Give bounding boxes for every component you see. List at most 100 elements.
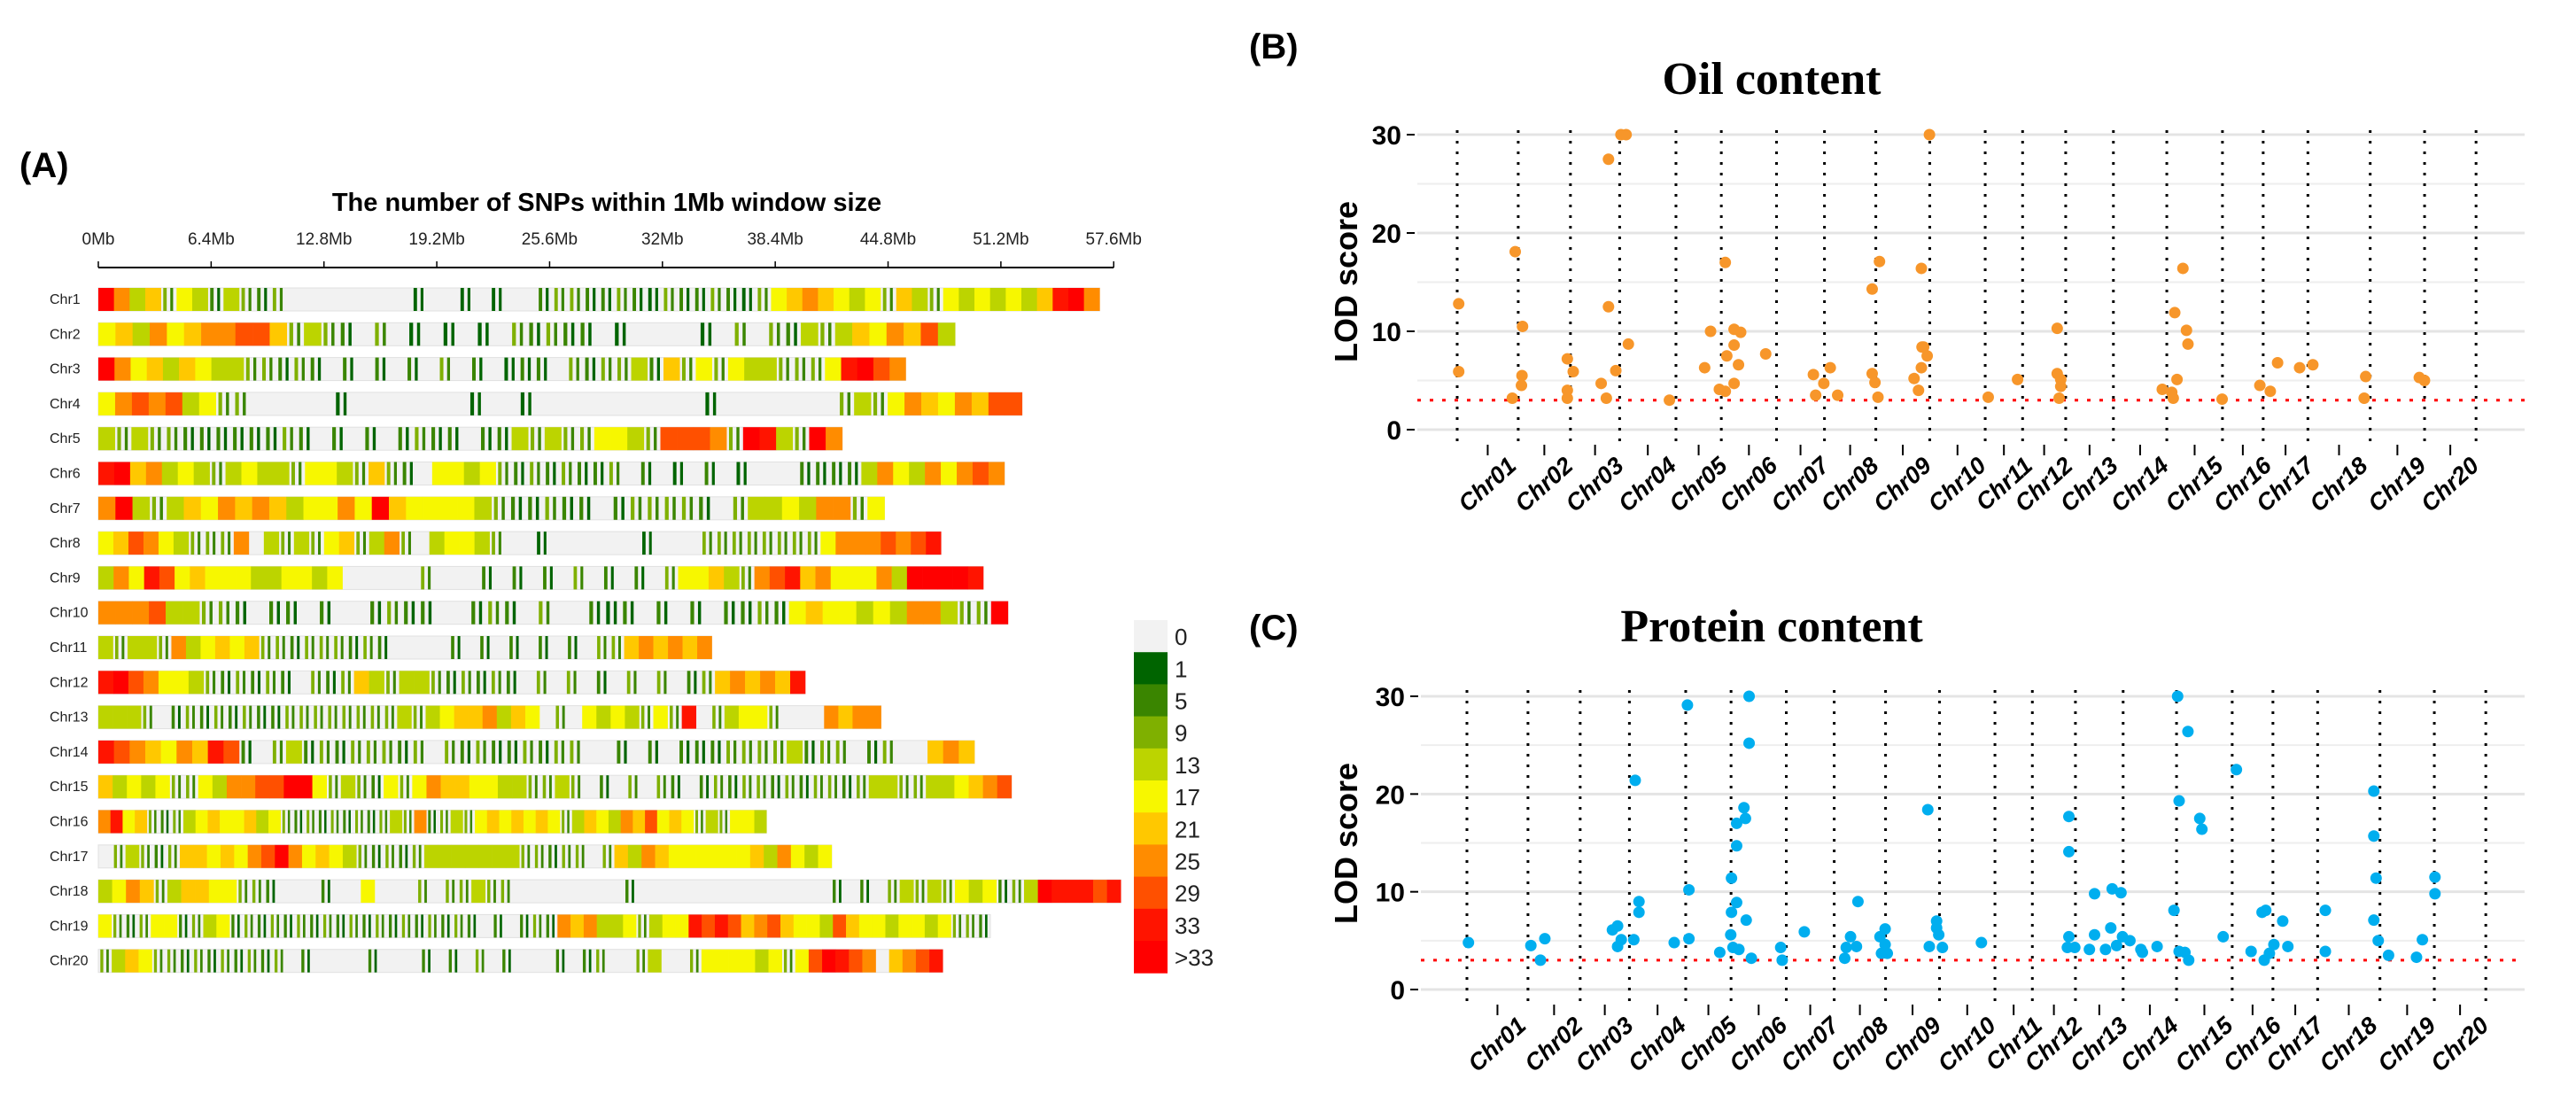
y-tick-label: 0: [1386, 416, 1401, 446]
qtl-point: [2196, 823, 2208, 835]
snp-density-bin: [159, 496, 163, 520]
snp-density-bin: [98, 740, 114, 764]
snp-density-bin: [482, 566, 485, 590]
x-tick-label: 19.2Mb: [408, 230, 464, 249]
snp-density-bin: [115, 496, 133, 520]
snp-density-bin: [362, 705, 366, 729]
snp-density-bin: [573, 566, 578, 590]
snp-density-bin: [1005, 880, 1007, 904]
snp-density-bin: [828, 322, 832, 346]
chromosome-rows: Chr1Chr2Chr3Chr4Chr5Chr6Chr7Chr8Chr9Chr1…: [50, 287, 1121, 974]
snp-density-bin: [620, 810, 633, 834]
snp-density-bin: [428, 810, 431, 834]
snp-density-bin: [544, 427, 562, 451]
snp-density-bin: [780, 914, 795, 938]
snp-density-bin: [586, 288, 590, 311]
snp-density-bin: [979, 914, 982, 938]
snp-density-bin: [769, 532, 772, 555]
snp-density-bin: [131, 392, 150, 415]
snp-density-bin: [434, 914, 437, 938]
qtl-point: [1698, 361, 1711, 374]
snp-density-bin: [539, 601, 543, 625]
chromosome-row-chr2: Chr2: [50, 322, 956, 346]
snp-density-bin: [376, 914, 379, 938]
snp-density-bin: [425, 705, 440, 729]
snp-density-bin: [534, 844, 539, 868]
snp-density-bin: [348, 636, 353, 659]
snp-density-bin: [183, 322, 202, 346]
snp-density-bin: [113, 671, 129, 695]
chromosome-label: Chr16: [50, 815, 89, 830]
legend-label: 9: [1175, 720, 1187, 747]
snp-density-bin: [263, 705, 267, 729]
chromosome-row-chr11: Chr11: [50, 635, 713, 660]
snp-density-bin: [959, 601, 964, 625]
chromosome-label: Chr1: [50, 292, 81, 307]
qtl-point: [2410, 951, 2423, 964]
snp-density-bin: [114, 357, 131, 381]
legend-label: 5: [1175, 688, 1187, 715]
qtl-point: [2231, 764, 2243, 776]
snp-density-bin: [167, 949, 171, 973]
snp-density-bin: [627, 844, 642, 868]
qtl-point: [2089, 888, 2101, 900]
snp-density-bin: [694, 671, 697, 695]
snp-density-bin: [867, 740, 871, 764]
snp-density-bin: [365, 427, 369, 451]
snp-density-bin: [100, 949, 104, 973]
snp-density-bin: [342, 914, 345, 938]
snp-density-bin: [702, 532, 706, 555]
snp-density-bin: [801, 322, 819, 346]
snp-density-bin: [235, 322, 253, 346]
snp-density-bin: [593, 288, 596, 311]
snp-density-bin: [767, 914, 781, 938]
snp-density-bin: [754, 532, 757, 555]
snp-density-bin: [804, 740, 809, 764]
snp-density-bin: [873, 601, 891, 625]
snp-density-bin: [158, 427, 161, 451]
snp-density-bin: [822, 601, 840, 625]
snp-density-bin: [177, 462, 194, 485]
snp-density-bin: [958, 740, 975, 764]
snp-density-bin: [877, 462, 894, 485]
snp-density-bin: [218, 601, 223, 625]
snp-density-bin: [741, 740, 746, 764]
snp-density-bin: [655, 844, 670, 868]
snp-density-bin: [322, 914, 327, 938]
snp-density-bin: [124, 427, 128, 451]
qtl-point: [2089, 928, 2101, 941]
snp-density-bin: [1083, 288, 1100, 311]
snp-density-bin: [788, 601, 806, 625]
snp-density-bin: [200, 636, 216, 659]
snp-density-bin: [570, 496, 573, 520]
snp-density-bin: [915, 880, 919, 904]
snp-density-bin: [211, 357, 229, 381]
snp-density-bin: [669, 705, 673, 729]
snp-density-bin: [291, 705, 295, 729]
snp-density-bin: [394, 914, 398, 938]
snp-density-bin: [603, 566, 608, 590]
snp-density-bin: [351, 740, 355, 764]
snp-density-bin: [98, 496, 116, 520]
snp-density-bin: [98, 880, 113, 904]
qtl-point: [1923, 128, 1936, 141]
x-tick-label-chr18: Chr18: [2305, 452, 2373, 517]
snp-density-bin: [334, 636, 338, 659]
snp-density-bin: [412, 775, 427, 799]
snp-density-bin: [471, 357, 476, 381]
snp-density-bin: [358, 740, 361, 764]
snp-density-bin: [741, 914, 755, 938]
snp-density-bin: [459, 532, 475, 555]
snp-density-bin: [793, 914, 807, 938]
snp-density-bin: [545, 636, 548, 659]
snp-density-bin: [237, 914, 240, 938]
chromosome-label: Chr19: [50, 919, 89, 934]
snp-density-bin: [588, 949, 592, 973]
snp-density-bin: [818, 288, 834, 311]
qtl-point: [1525, 939, 1537, 951]
qtl-point: [1915, 361, 1928, 374]
snp-density-bin: [509, 636, 513, 659]
snp-density-bin: [492, 288, 496, 311]
snp-density-bin: [155, 775, 170, 799]
snp-density-bin: [499, 810, 512, 834]
